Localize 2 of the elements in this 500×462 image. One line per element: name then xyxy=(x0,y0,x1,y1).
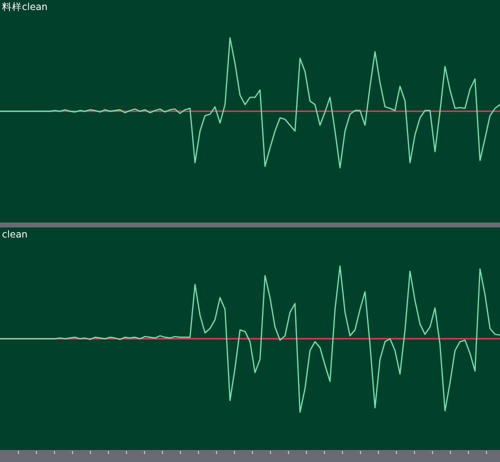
chart-title: clean xyxy=(2,230,28,240)
chart-title: 料样clean xyxy=(2,1,48,13)
